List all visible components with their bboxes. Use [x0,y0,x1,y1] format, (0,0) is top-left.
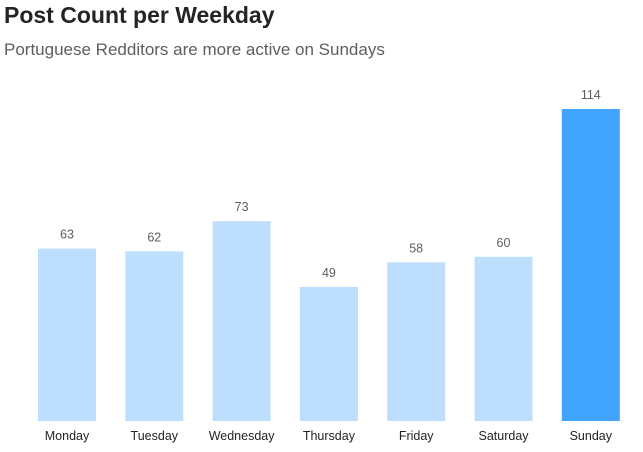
tick-label-friday: Friday [399,429,434,443]
data-label-tuesday: 62 [147,230,161,244]
data-label-monday: 63 [60,228,74,242]
x-axis-tick-labels: Monday Tuesday Wednesday Thursday Friday Satu… [45,429,613,443]
bar-monday[interactable] [38,248,96,421]
data-labels-group: 63 62 73 49 58 60 114 [60,88,601,280]
tick-label-saturday: Saturday [478,429,529,443]
chart-title: Post Count per Weekday [4,2,275,28]
bar-thursday[interactable] [299,286,358,421]
chart-subtitle: Portuguese Redditors are more active on … [4,40,385,59]
tick-label-tuesday: Tuesday [131,429,179,443]
data-label-wednesday: 73 [235,200,249,214]
data-label-thursday: 49 [322,266,336,280]
bar-wednesday[interactable] [212,221,271,421]
tick-label-wednesday: Wednesday [209,429,276,443]
tick-label-monday: Monday [45,429,90,443]
bar-friday[interactable] [387,262,446,421]
data-label-sunday: 114 [581,88,601,102]
bar-tuesday[interactable] [125,251,184,421]
data-label-friday: 58 [409,241,423,255]
data-label-saturday: 60 [497,236,511,250]
bar-sunday[interactable] [561,109,620,421]
bars-group [38,109,620,421]
tick-label-thursday: Thursday [303,429,356,443]
tick-label-sunday: Sunday [570,429,613,443]
bar-saturday[interactable] [474,256,533,421]
